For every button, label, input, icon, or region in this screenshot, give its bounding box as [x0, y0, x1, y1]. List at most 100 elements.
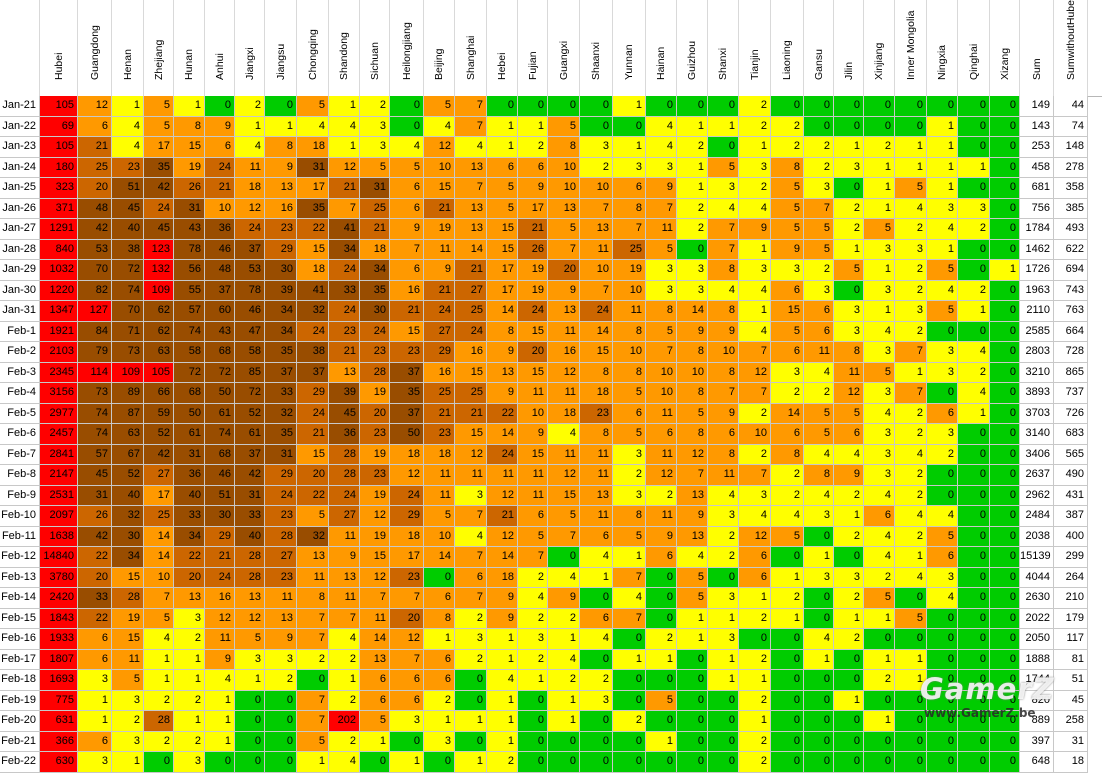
- table-cell[interactable]: 0: [990, 567, 1020, 588]
- table-cell[interactable]: 1: [613, 547, 646, 568]
- table-cell[interactable]: 1: [927, 137, 958, 158]
- table-cell[interactable]: 36: [329, 424, 360, 445]
- table-cell[interactable]: 4: [739, 506, 771, 527]
- table-cell[interactable]: 683: [1054, 424, 1088, 445]
- table-cell[interactable]: 4: [487, 670, 518, 691]
- table-cell[interactable]: 2: [771, 485, 804, 506]
- table-cell[interactable]: 0: [990, 649, 1020, 670]
- table-cell[interactable]: 6: [613, 403, 646, 424]
- table-cell[interactable]: 385: [1054, 198, 1088, 219]
- table-cell[interactable]: 11: [646, 219, 677, 240]
- table-cell[interactable]: 743: [1054, 280, 1088, 301]
- table-cell[interactable]: 4: [580, 629, 613, 650]
- table-cell[interactable]: 4: [646, 116, 677, 137]
- table-cell[interactable]: 3: [927, 362, 958, 383]
- table-cell[interactable]: 1: [297, 752, 329, 773]
- table-cell[interactable]: 32: [297, 526, 329, 547]
- table-cell[interactable]: 0: [958, 547, 990, 568]
- table-cell[interactable]: 12: [487, 485, 518, 506]
- table-cell[interactable]: 26: [518, 239, 548, 260]
- table-cell[interactable]: 2: [958, 219, 990, 240]
- table-cell[interactable]: 6: [771, 424, 804, 445]
- table-cell[interactable]: 72: [112, 260, 144, 281]
- table-cell[interactable]: 0: [518, 96, 548, 117]
- table-cell[interactable]: 6: [518, 506, 548, 527]
- table-cell[interactable]: 8: [548, 137, 580, 158]
- table-cell[interactable]: 40: [112, 219, 144, 240]
- table-cell[interactable]: 0: [677, 670, 708, 691]
- table-cell[interactable]: 2103: [40, 342, 78, 363]
- table-cell[interactable]: 21: [455, 260, 487, 281]
- table-cell[interactable]: 0: [927, 485, 958, 506]
- table-cell[interactable]: 45: [144, 219, 174, 240]
- table-cell[interactable]: 13: [455, 157, 487, 178]
- table-cell[interactable]: 14: [360, 629, 390, 650]
- table-cell[interactable]: 5: [646, 690, 677, 711]
- table-cell[interactable]: 1: [739, 588, 771, 609]
- table-cell[interactable]: 21: [424, 198, 455, 219]
- table-cell[interactable]: 10: [580, 178, 613, 199]
- table-cell[interactable]: 1: [677, 629, 708, 650]
- table-cell[interactable]: 0: [990, 690, 1020, 711]
- table-cell[interactable]: 2: [580, 157, 613, 178]
- table-cell[interactable]: 664: [1054, 321, 1088, 342]
- table-cell[interactable]: 0: [646, 608, 677, 629]
- table-cell[interactable]: 28: [235, 567, 265, 588]
- column-header[interactable]: Henan: [112, 0, 144, 96]
- table-cell[interactable]: 14: [424, 547, 455, 568]
- table-cell[interactable]: 5: [144, 116, 174, 137]
- table-cell[interactable]: 0: [958, 649, 990, 670]
- table-cell[interactable]: 1: [235, 116, 265, 137]
- table-cell[interactable]: 2: [174, 731, 205, 752]
- table-cell[interactable]: 15: [518, 321, 548, 342]
- table-cell[interactable]: 7: [613, 219, 646, 240]
- table-cell[interactable]: 6: [390, 690, 424, 711]
- table-cell[interactable]: 6: [78, 649, 112, 670]
- table-cell[interactable]: 889: [1020, 711, 1054, 732]
- table-cell[interactable]: 1: [864, 711, 895, 732]
- table-cell[interactable]: 1: [487, 116, 518, 137]
- table-cell[interactable]: 9: [646, 178, 677, 199]
- table-cell[interactable]: 18: [487, 567, 518, 588]
- table-cell[interactable]: 0: [958, 608, 990, 629]
- table-cell[interactable]: 1: [739, 137, 771, 158]
- table-cell[interactable]: 0: [771, 731, 804, 752]
- column-header[interactable]: Hunan: [174, 0, 205, 96]
- table-cell[interactable]: 0: [360, 752, 390, 773]
- table-cell[interactable]: 22: [174, 547, 205, 568]
- table-cell[interactable]: 2977: [40, 403, 78, 424]
- table-cell[interactable]: 9: [487, 342, 518, 363]
- table-cell[interactable]: 10: [518, 403, 548, 424]
- table-cell[interactable]: 10: [739, 424, 771, 445]
- table-cell[interactable]: 10: [646, 362, 677, 383]
- table-cell[interactable]: 27: [144, 465, 174, 486]
- table-cell[interactable]: 7: [455, 506, 487, 527]
- table-cell[interactable]: 13: [265, 608, 297, 629]
- table-cell[interactable]: 53: [235, 260, 265, 281]
- table-cell[interactable]: 41: [329, 219, 360, 240]
- table-cell[interactable]: 14: [487, 301, 518, 322]
- table-cell[interactable]: 42: [235, 465, 265, 486]
- column-header[interactable]: Xizang: [990, 0, 1020, 96]
- table-cell[interactable]: 4: [424, 116, 455, 137]
- table-cell[interactable]: 11: [646, 444, 677, 465]
- table-cell[interactable]: 57: [78, 444, 112, 465]
- table-cell[interactable]: 5: [424, 96, 455, 117]
- table-cell[interactable]: 1: [927, 157, 958, 178]
- table-cell[interactable]: 5: [864, 219, 895, 240]
- table-cell[interactable]: 2: [708, 547, 739, 568]
- table-cell[interactable]: 2: [518, 137, 548, 158]
- table-cell[interactable]: 14: [144, 526, 174, 547]
- table-cell[interactable]: 0: [677, 690, 708, 711]
- row-date-label[interactable]: Feb-8: [0, 465, 40, 486]
- table-cell[interactable]: 0: [958, 629, 990, 650]
- table-cell[interactable]: 85: [235, 362, 265, 383]
- table-cell[interactable]: 74: [78, 403, 112, 424]
- table-cell[interactable]: 0: [927, 629, 958, 650]
- table-cell[interactable]: 1693: [40, 670, 78, 691]
- table-cell[interactable]: 4: [864, 485, 895, 506]
- table-cell[interactable]: 123: [144, 239, 174, 260]
- table-cell[interactable]: 0: [958, 424, 990, 445]
- table-cell[interactable]: 3: [958, 198, 990, 219]
- table-cell[interactable]: 25: [360, 198, 390, 219]
